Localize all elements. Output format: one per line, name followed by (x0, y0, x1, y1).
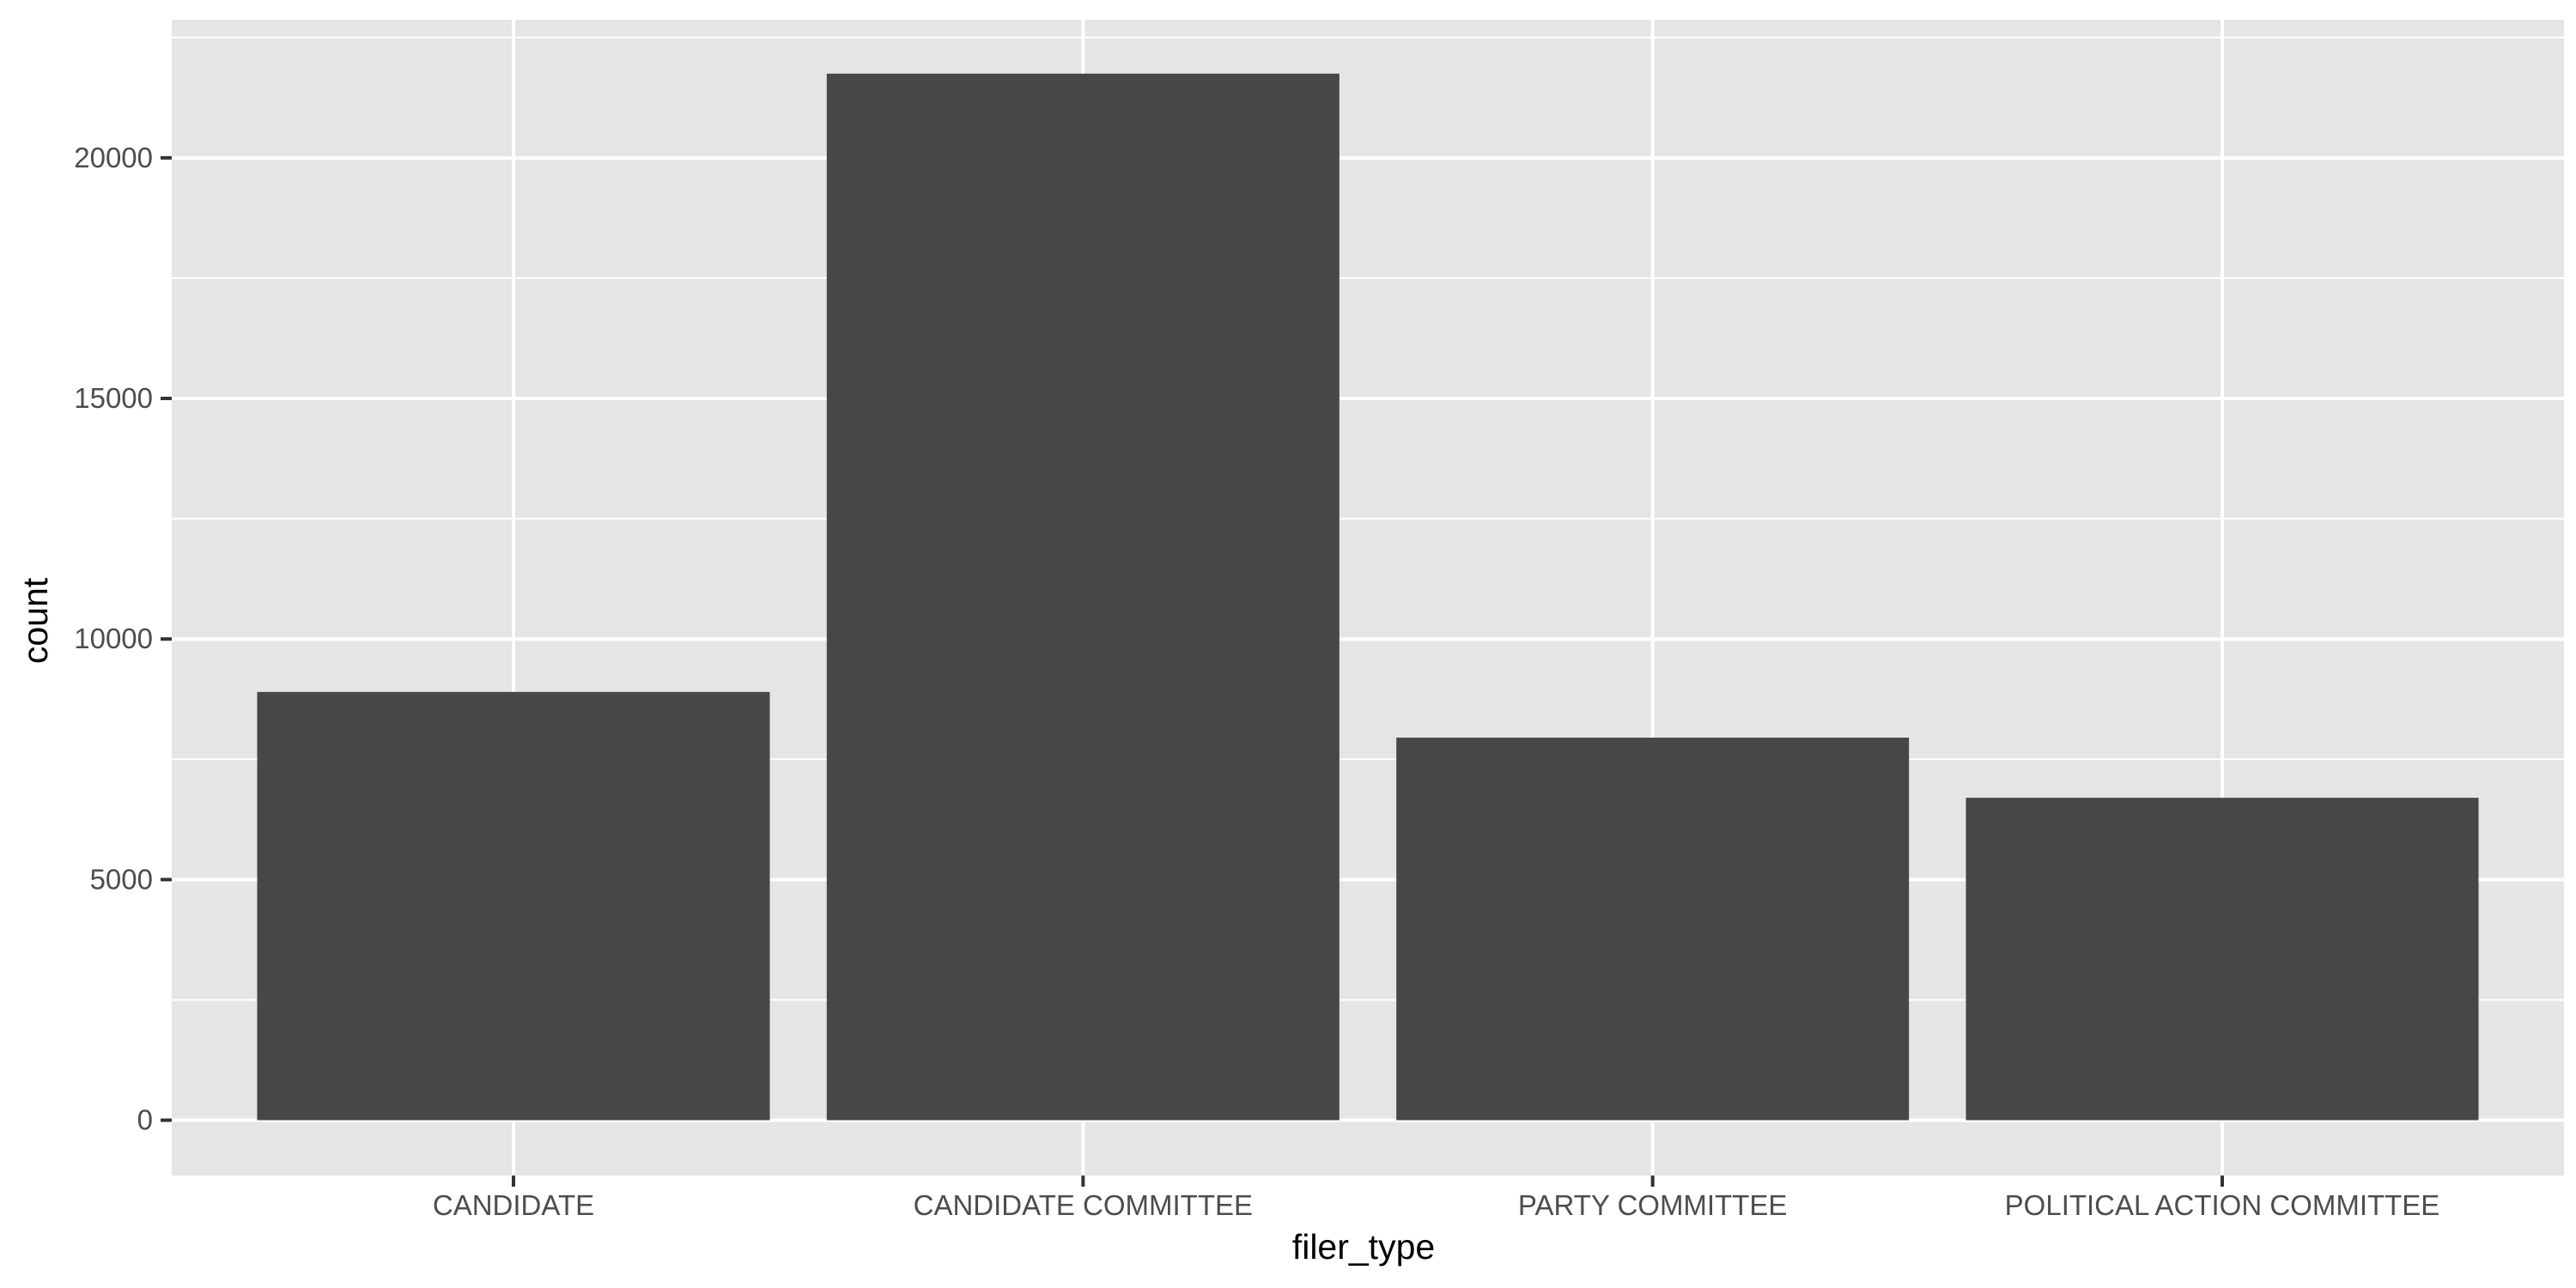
bar (257, 691, 770, 1121)
y-tick-label: 5000 (90, 863, 153, 895)
x-tick-label: PARTY COMMITTEE (1518, 1189, 1788, 1221)
x-axis: CANDIDATE CANDIDATE COMMITTEE PARTY COMMIT… (433, 1176, 2439, 1221)
bar (1396, 738, 1910, 1121)
bars (257, 73, 2479, 1121)
x-tick-label: CANDIDATE (433, 1189, 594, 1221)
y-tick-label: 10000 (74, 623, 153, 654)
x-axis-title: filer_type (1292, 1227, 1435, 1267)
y-axis-title: count (15, 577, 55, 664)
y-tick-label: 15000 (74, 382, 153, 414)
bar (1965, 798, 2479, 1121)
y-tick-label: 0 (137, 1104, 153, 1136)
y-tick-label: 20000 (74, 142, 153, 173)
bar (826, 73, 1340, 1121)
x-tick-label: POLITICAL ACTION COMMITTEE (2005, 1189, 2440, 1221)
y-axis: 0 5000 10000 15000 20000 (74, 142, 172, 1136)
x-tick-label: CANDIDATE COMMITTEE (914, 1189, 1253, 1221)
